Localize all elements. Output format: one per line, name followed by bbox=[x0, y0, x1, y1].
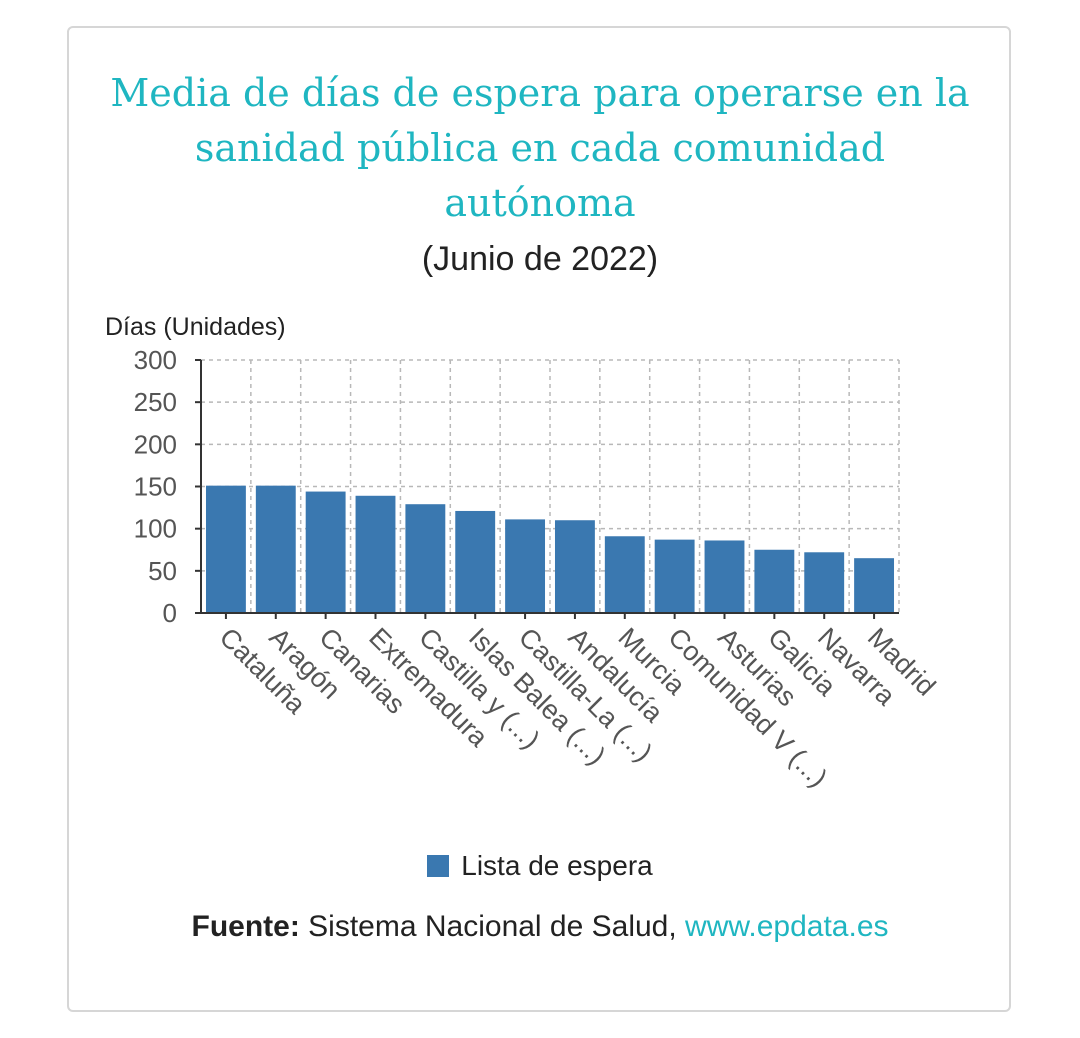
legend-label: Lista de espera bbox=[461, 850, 653, 881]
source-link[interactable]: www.epdata.es bbox=[685, 910, 889, 943]
bar bbox=[554, 520, 595, 613]
source-line: Fuente: Sistema Nacional de Salud, www.e… bbox=[0, 910, 1080, 944]
source-label: Fuente: bbox=[191, 910, 300, 943]
chart-subtitle: (Junio de 2022) bbox=[421, 240, 659, 278]
source-text: Sistema Nacional de Salud, bbox=[299, 910, 686, 943]
bar bbox=[854, 558, 895, 613]
y-tick-label: 50 bbox=[148, 556, 177, 586]
bar bbox=[355, 495, 396, 613]
y-tick-label: 300 bbox=[134, 345, 177, 375]
legend-swatch bbox=[427, 855, 450, 877]
bar bbox=[255, 485, 296, 613]
bar bbox=[405, 504, 446, 613]
y-tick-label: 0 bbox=[163, 598, 177, 628]
bar bbox=[505, 519, 546, 613]
bar bbox=[604, 536, 645, 613]
chart-title: Media de días de espera para operarse en… bbox=[110, 71, 970, 225]
y-axis-label: Días (Unidades) bbox=[105, 313, 286, 341]
legend: Lista de espera bbox=[0, 850, 1080, 882]
y-tick-label: 150 bbox=[134, 472, 177, 502]
y-tick-label: 200 bbox=[134, 429, 177, 459]
y-tick-label: 250 bbox=[134, 387, 177, 417]
bar bbox=[754, 549, 795, 613]
bar bbox=[455, 510, 496, 613]
bar bbox=[654, 539, 695, 613]
bar bbox=[704, 540, 745, 613]
bar bbox=[205, 485, 246, 613]
y-tick-label: 100 bbox=[134, 514, 177, 544]
bar bbox=[804, 552, 845, 613]
bar bbox=[305, 491, 346, 613]
